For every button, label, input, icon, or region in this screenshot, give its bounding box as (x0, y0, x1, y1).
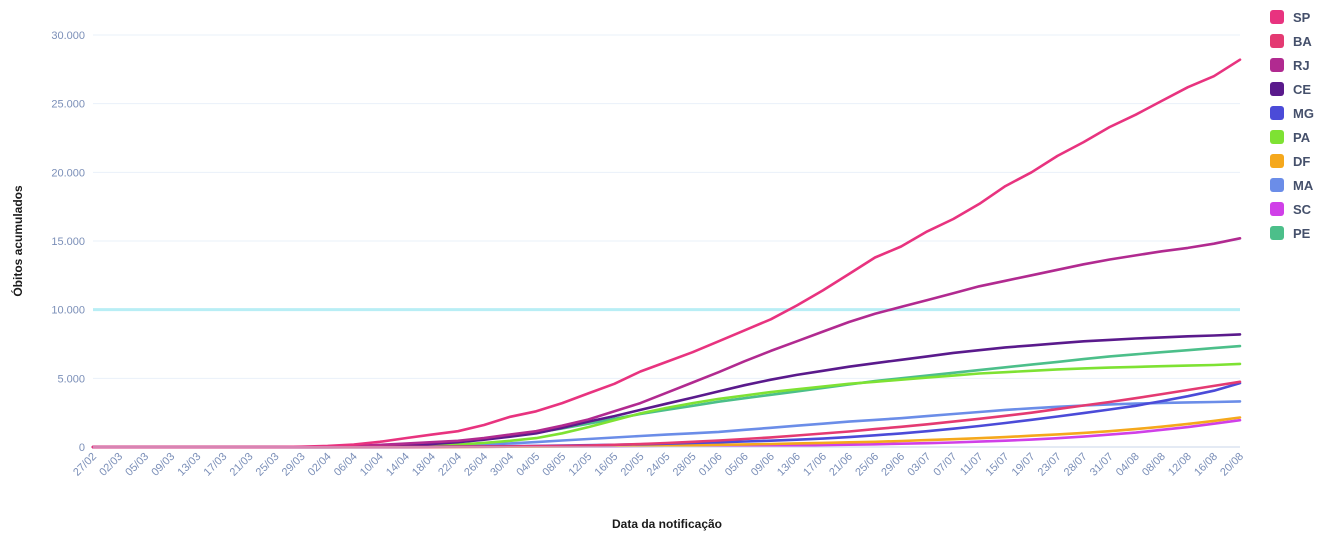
legend-label: CE (1293, 82, 1311, 97)
x-tick-label: 04/05 (514, 451, 542, 479)
legend-label: RJ (1293, 58, 1310, 73)
x-tick-label: 20/05 (619, 451, 647, 479)
legend-label: PA (1293, 130, 1311, 145)
x-tick-label: 17/03 (202, 451, 230, 479)
series-lines (91, 58, 1242, 449)
y-tick-label: 20.000 (51, 167, 85, 179)
x-tick-label: 28/07 (1062, 451, 1090, 479)
x-tick-label: 30/04 (488, 451, 516, 479)
series-line-sp (91, 58, 1242, 449)
legend-swatch (1270, 130, 1284, 144)
y-axis-title: Óbitos acumulados (10, 185, 25, 297)
legend-label: BA (1293, 34, 1312, 49)
x-tick-label: 05/06 (723, 451, 751, 479)
x-tick-label: 24/05 (645, 451, 673, 479)
legend-label: MA (1293, 178, 1314, 193)
x-tick-label: 09/03 (149, 451, 177, 479)
x-tick-label: 08/08 (1140, 451, 1168, 479)
legend-item-sp[interactable]: SP (1270, 10, 1311, 25)
x-tick-label: 19/07 (1010, 451, 1038, 479)
legend-swatch (1270, 202, 1284, 216)
legend-swatch (1270, 82, 1284, 96)
legend-item-ma[interactable]: MA (1270, 178, 1314, 193)
legend-item-sc[interactable]: SC (1270, 202, 1312, 217)
x-tick-label: 27/02 (71, 451, 99, 479)
legend-item-df[interactable]: DF (1270, 154, 1310, 169)
x-tick-label: 31/07 (1088, 451, 1116, 479)
legend-swatch (1270, 10, 1284, 24)
x-tick-label: 12/05 (566, 451, 594, 479)
x-tick-label: 17/06 (801, 451, 829, 479)
x-tick-label: 20/08 (1218, 451, 1246, 479)
x-tick-label: 15/07 (984, 451, 1012, 479)
x-tick-label: 25/03 (254, 451, 282, 479)
legend-swatch (1270, 106, 1284, 120)
x-tick-label: 28/05 (671, 451, 699, 479)
x-tick-label: 01/06 (697, 451, 725, 479)
x-tick-label: 29/06 (879, 451, 907, 479)
y-tick-label: 25.000 (51, 99, 85, 111)
x-tick-label: 22/04 (436, 451, 464, 479)
x-tick-label: 08/05 (540, 451, 568, 479)
series-line-ce (91, 333, 1242, 449)
x-tick-label: 21/06 (827, 451, 855, 479)
x-axis-ticks: 27/0202/0305/0309/0313/0317/0321/0325/03… (71, 451, 1246, 479)
legend-item-ba[interactable]: BA (1270, 34, 1312, 49)
y-tick-label: 15.000 (51, 236, 85, 248)
legend-label: PE (1293, 226, 1311, 241)
legend-swatch (1270, 178, 1284, 192)
x-tick-label: 13/03 (175, 451, 203, 479)
legend-item-mg[interactable]: MG (1270, 106, 1314, 121)
x-tick-label: 11/07 (958, 451, 985, 478)
x-tick-label: 12/08 (1166, 451, 1194, 479)
x-tick-label: 14/04 (384, 451, 412, 479)
legend-item-ce[interactable]: CE (1270, 82, 1311, 97)
x-tick-label: 13/06 (775, 451, 803, 479)
x-tick-label: 02/03 (97, 451, 125, 479)
x-tick-label: 16/05 (593, 451, 621, 479)
x-tick-label: 29/03 (280, 451, 308, 479)
x-tick-label: 21/03 (228, 451, 256, 479)
legend-swatch (1270, 34, 1284, 48)
y-tick-label: 10.000 (51, 305, 85, 317)
x-tick-label: 03/07 (905, 451, 933, 479)
grid (93, 34, 1240, 448)
x-tick-label: 07/07 (931, 451, 959, 479)
legend-label: MG (1293, 106, 1314, 121)
y-axis-ticks: 0 5.000 10.000 15.000 20.000 25.000 30.000 (51, 30, 85, 454)
legend-swatch (1270, 154, 1284, 168)
x-tick-label: 06/04 (332, 451, 360, 479)
x-tick-label: 25/06 (853, 451, 881, 479)
legend-item-rj[interactable]: RJ (1270, 58, 1310, 73)
x-tick-label: 04/08 (1114, 451, 1142, 479)
x-tick-label: 18/04 (410, 451, 438, 479)
x-axis-title: Data da notificação (612, 517, 722, 531)
x-tick-label: 23/07 (1036, 451, 1064, 479)
legend-label: SC (1293, 202, 1312, 217)
y-tick-label: 30.000 (51, 30, 85, 42)
x-tick-label: 26/04 (462, 451, 490, 479)
x-tick-label: 09/06 (749, 451, 777, 479)
y-tick-label: 5.000 (57, 373, 85, 385)
legend-swatch (1270, 226, 1284, 240)
x-tick-label: 10/04 (358, 451, 386, 479)
legend[interactable]: SP BA RJ CE MG PA DF MA SC PE (1270, 10, 1314, 241)
legend-item-pa[interactable]: PA (1270, 130, 1311, 145)
legend-label: SP (1293, 10, 1311, 25)
x-tick-label: 05/03 (123, 451, 151, 479)
legend-label: DF (1293, 154, 1310, 169)
x-tick-label: 16/08 (1192, 451, 1220, 479)
legend-swatch (1270, 58, 1284, 72)
legend-item-pe[interactable]: PE (1270, 226, 1311, 241)
y-tick-label: 0 (79, 442, 85, 454)
x-tick-label: 02/04 (306, 451, 334, 479)
